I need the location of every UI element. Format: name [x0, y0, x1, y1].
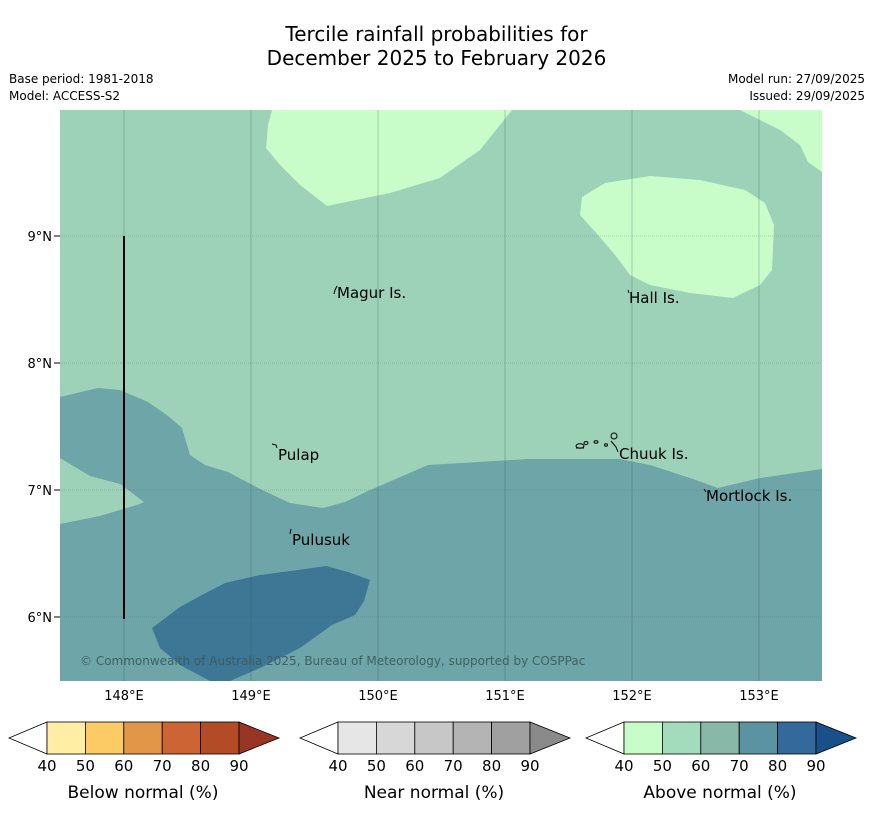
cb-below-swatch-5	[200, 721, 240, 755]
cb-near-tick-80: 80	[482, 757, 501, 775]
islands	[271, 285, 707, 535]
lat-label-9n: 9°N	[28, 230, 53, 245]
cb-above-swatch-5	[777, 721, 817, 755]
cb-above-swatch-3	[700, 721, 740, 755]
cb-below-swatch-6	[238, 721, 281, 755]
cb-above-title: Above normal (%)	[643, 783, 796, 803]
cb-below-tick-80: 80	[191, 757, 210, 775]
region-above-40-right	[580, 176, 774, 298]
cb-above-tick-40: 40	[614, 757, 633, 775]
cb-near-swatch-6	[529, 721, 572, 755]
cb-below-tick-50: 50	[76, 757, 95, 775]
meta-right: Model run: 27/09/2025 Issued: 29/09/2025	[728, 71, 865, 105]
lon-label-153e: 153°E	[739, 689, 779, 704]
island-magur	[333, 285, 338, 295]
cb-near-swatch-0	[298, 721, 339, 755]
map-area: Magur Is. Hall Is. Pulap Chuuk Is. Mortl…	[60, 110, 822, 681]
cb-above-swatch-0	[584, 721, 625, 755]
region-above-40-top	[266, 110, 512, 206]
cb-above-tick-70: 70	[730, 757, 749, 775]
cb-above-swatch-4	[738, 721, 778, 755]
cb-below-swatch-4	[161, 721, 201, 755]
cb-above-tick-90: 90	[806, 757, 825, 775]
cb-near-swatch-4	[452, 721, 492, 755]
cb-near-tick-40: 40	[328, 757, 347, 775]
island-pulusuk	[289, 528, 292, 535]
lon-label-149e: 149°E	[231, 689, 271, 704]
island-pulap	[271, 443, 278, 449]
cb-above-swatch-6	[815, 721, 858, 755]
cb-below-swatch-1	[46, 721, 86, 755]
colorbar-below: 40 50 60 70 80 90 Below normal (%)	[7, 721, 281, 803]
cb-below-swatch-3	[123, 721, 163, 755]
cb-near-tick-90: 90	[520, 757, 539, 775]
chart-title: Tercile rainfall probabilities for Decem…	[0, 22, 873, 70]
lat-label-7n: 7°N	[28, 484, 53, 499]
issued-date: Issued: 29/09/2025	[749, 89, 865, 103]
cb-near-swatch-1	[337, 721, 377, 755]
place-label-magur: Magur Is.	[337, 284, 406, 302]
title-line-1: Tercile rainfall probabilities for	[285, 22, 588, 46]
lat-label-6n: 6°N	[28, 611, 53, 626]
place-labels: Magur Is. Hall Is. Pulap Chuuk Is. Mortl…	[278, 284, 792, 549]
lat-axis: 9°N 8°N 7°N 6°N	[28, 230, 60, 626]
lon-label-150e: 150°E	[358, 689, 398, 704]
model-name: Model: ACCESS-S2	[9, 89, 121, 103]
cb-near-tick-60: 60	[405, 757, 424, 775]
cb-near-tick-50: 50	[367, 757, 386, 775]
island-hall	[627, 289, 630, 294]
cb-near-swatch-3	[414, 721, 454, 755]
cb-near-swatch-2	[376, 721, 416, 755]
place-label-mortlock: Mortlock Is.	[706, 487, 792, 505]
place-label-hall: Hall Is.	[629, 289, 680, 307]
cb-below-tick-60: 60	[114, 757, 133, 775]
cb-near-swatch-5	[491, 721, 531, 755]
place-label-pulusuk: Pulusuk	[292, 531, 350, 549]
cb-below-swatch-2	[85, 721, 125, 755]
cb-above-tick-60: 60	[691, 757, 710, 775]
colorbar-near: 40 50 60 70 80 90 Near normal (%)	[298, 721, 572, 803]
cb-below-title: Below normal (%)	[68, 783, 219, 803]
cb-near-title: Near normal (%)	[364, 783, 504, 803]
cb-below-swatch-0	[7, 721, 48, 755]
cb-below-tick-90: 90	[229, 757, 248, 775]
colorbar-above: 40 50 60 70 80 90 Above normal (%)	[584, 721, 858, 803]
place-label-pulap: Pulap	[278, 446, 319, 464]
title-line-2: December 2025 to February 2026	[266, 46, 607, 70]
base-period: Base period: 1981-2018	[9, 72, 154, 86]
place-label-chuuk: Chuuk Is.	[619, 445, 688, 463]
region-above-80	[152, 566, 370, 681]
cb-above-swatch-2	[662, 721, 702, 755]
lon-label-151e: 151°E	[485, 689, 525, 704]
model-run: Model run: 27/09/2025	[727, 72, 865, 86]
lon-label-152e: 152°E	[612, 689, 652, 704]
copyright-notice: © Commonwealth of Australia 2025, Bureau…	[80, 654, 585, 668]
region-above-40-corner	[740, 110, 822, 172]
island-mortlock	[703, 488, 707, 493]
cb-above-tick-80: 80	[768, 757, 787, 775]
cb-above-tick-50: 50	[653, 757, 672, 775]
lat-label-8n: 8°N	[28, 357, 53, 372]
meta-left: Base period: 1981-2018 Model: ACCESS-S2	[9, 71, 154, 105]
cb-below-tick-70: 70	[153, 757, 172, 775]
cb-above-swatch-1	[623, 721, 663, 755]
island-chuuk-lagoon	[575, 432, 619, 453]
cb-near-tick-70: 70	[444, 757, 463, 775]
lon-axis: 148°E 149°E 150°E 151°E 152°E 153°E	[104, 689, 779, 704]
lon-label-148e: 148°E	[104, 689, 144, 704]
cb-below-tick-40: 40	[37, 757, 56, 775]
